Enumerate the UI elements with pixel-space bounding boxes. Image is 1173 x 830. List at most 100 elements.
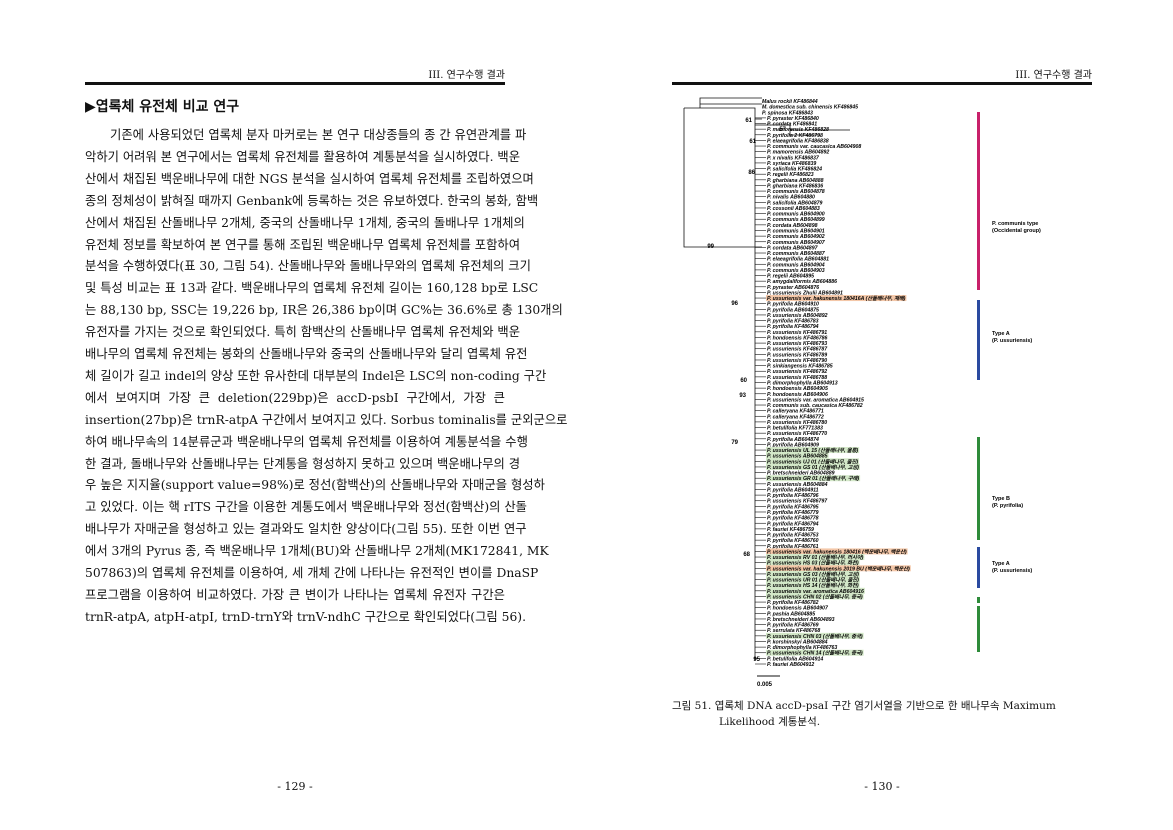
bootstrap-value: 79 xyxy=(731,440,738,446)
paragraph-line: 분석을 수행하였다(표 30, 그림 54). 산돌배나무와 돌배나무와의 엽록… xyxy=(85,259,531,274)
paragraph-line: 체 길이가 길고 indel의 양상 또한 유사한데 대부분의 Indel은 L… xyxy=(85,368,547,383)
bootstrap-value: 96 xyxy=(731,301,738,307)
leaf-label: P. ussuriensis AB604884 xyxy=(767,482,828,488)
leaf-label: P. regelii AB604895 xyxy=(767,274,814,280)
leaf-label: P. salicifolia AB604879 xyxy=(767,200,822,206)
leaf-label: P. pyrifolia KF486753 xyxy=(767,533,819,539)
leaf-label: P. calleryana KF486772 xyxy=(767,414,824,420)
leaf-label: P. dimorphophylla AB604913 xyxy=(767,381,838,387)
leaf-label: P. salicifolia KF486824 xyxy=(767,167,822,173)
leaf-label: P. ussuriensis var. hakunensis 2019 BU (… xyxy=(767,565,910,572)
leaf-label: P. gharbiana KF486836 xyxy=(767,183,823,189)
leaf-label: P. pyrifolia KF486796 xyxy=(767,493,819,499)
leaf-label: P. pashia AB604885 xyxy=(767,611,815,617)
leaf-label: P. calleryana KF486771 xyxy=(767,409,824,415)
leaf-label: P. cordata KF486841 xyxy=(767,122,817,128)
header: III. 연구수행 결과 xyxy=(428,70,505,81)
bootstrap-value: 61 xyxy=(745,118,752,124)
paragraph-line: 및 특성 비교는 표 13과 같다. 백운배나무의 엽록체 유전체 길이는 16… xyxy=(85,281,539,296)
leaf-label: P. x nivalis KF486837 xyxy=(767,155,820,161)
leaf-label: P. gharbiana AB604888 xyxy=(767,178,824,184)
leaf-label: P. pyrifolia KF486783 xyxy=(767,319,819,325)
leaf-label: P. pyrifolia AB604875 xyxy=(767,307,819,313)
group-bar xyxy=(977,437,980,540)
leaf-highlight xyxy=(766,463,860,470)
leaf-highlight xyxy=(766,593,864,600)
leaf-label: M. domestica sub. chinensis KF486845 xyxy=(762,105,858,111)
leaf-label: P. pyrifolia KF486779 xyxy=(767,510,819,516)
header: III. 연구수행 결과 xyxy=(1015,70,1092,81)
paragraph-line: 한 결과, 돌배나무와 산돌배나무는 단계통을 형성하지 못하고 있으며 백운배… xyxy=(85,456,521,471)
leaf-label: P. communis AB604887 xyxy=(767,251,826,257)
leaf-label: P. serrulata KF486768 xyxy=(767,628,820,634)
leaf-label: P. ussuriensis CHN 14 (산돌배나무, 중국) xyxy=(767,650,863,657)
paragraph-line: 기존에 사용되었던 엽록체 분자 마커로는 본 연구 대상종들의 종 간 유연관… xyxy=(110,128,527,142)
leaf-label: P. ussuriensis KF486788 xyxy=(767,375,827,381)
leaf-label: P. pyrifolia KF486769 xyxy=(767,623,819,629)
leaf-label: P. pyrifolia KF486782 xyxy=(767,600,819,606)
paragraph-line: 에서 보여지며 가장 큰 deletion(229bp)은 accD-psbI … xyxy=(85,390,505,405)
leaf-label: P. pyrifolia KF486778 xyxy=(767,516,819,522)
caption-line: Likelihood 계통분석. xyxy=(719,716,821,728)
page-number: - 129 - xyxy=(277,780,313,793)
leaf-label: P. communis sub. caucasica KF486782 xyxy=(767,403,863,409)
group-bar xyxy=(977,547,980,588)
leaf-label: P. ussuriensis HS 14 (산돌배나무, 화천) xyxy=(767,582,859,589)
leaf-label: P. regelii KF486823 xyxy=(767,172,814,178)
leaf-label: P. communis AB604902 xyxy=(767,234,825,240)
paragraph-line: 산에서 채집된 산돌배나무 2개체, 중국의 산돌배나무 1개체, 중국의 돌배… xyxy=(85,215,525,230)
leaf-label: P. ussuriensis UL 15 (산돌배나무, 울릉) xyxy=(767,447,858,454)
leaf-label: P. ussuriensis KF486787 xyxy=(767,347,828,353)
leaf-highlight xyxy=(766,447,860,454)
bootstrap-value: 86 xyxy=(748,170,755,176)
group-bar xyxy=(977,606,980,652)
leaf-label: P. communis AB604903 xyxy=(767,268,825,274)
leaf-label: P. mamorensis AB604892 xyxy=(767,150,829,156)
leaf-label: P. ussuriensis RV 01 (산돌배나무, 러시아) xyxy=(767,554,864,561)
leaf-label: P. betulifolia AB604914 xyxy=(767,656,823,662)
leaf-label: P. fauriei KF486759 xyxy=(767,527,814,533)
leaf-highlight xyxy=(766,632,864,639)
leaf-label: P. syriaca KF486839 xyxy=(767,161,816,167)
paragraph-line: 에서 3개의 Pyrus 종, 즉 백운배나무 1개체(BU)와 산돌배나무 2… xyxy=(85,544,549,559)
leaf-highlight xyxy=(766,587,865,594)
group-bar xyxy=(977,300,980,380)
paragraph-line: insertion(27bp)은 trnR-atpA 구간에서 보여지고 있다.… xyxy=(85,412,568,427)
leaf-label: P. ussuriensis HS 03 (산돌배나무, 화천) xyxy=(767,560,859,567)
paragraph-line: 하여 배나무속의 14분류군과 백운배나무의 엽록체 유전체를 이용하여 계통분… xyxy=(85,434,528,449)
leaf-highlight xyxy=(766,582,860,589)
leaf-label: P. ussuriensis GS 01 (산돌배나무, 고성) xyxy=(767,464,859,471)
leaf-label: P. korshinskyi AB604884 xyxy=(767,639,828,645)
leaf-label: P. betulifolia KF771383 xyxy=(767,426,823,432)
leaf-label: P. ussuriensis KF486792 xyxy=(767,369,827,375)
bootstrap-value: 61 xyxy=(749,139,756,145)
group-label: P. communis type (Occidental group) xyxy=(992,221,1041,234)
leaf-label: P. hondoensis AB604907 xyxy=(767,606,829,612)
leaf-label: P. ussuriensis UJ 01 (산돌배나무, 울진) xyxy=(767,458,858,465)
bootstrap-value: 93 xyxy=(739,393,746,399)
leaf-label: P. pyrifolia AB604911 xyxy=(767,487,819,493)
leaf-label: P. ussuriensis UR 01 (산돌배나무, 울진) xyxy=(767,577,859,584)
paragraph-line: 산에서 채집된 백운배나무에 대한 NGS 분석을 실시하여 엽록체 유전체를 … xyxy=(85,171,534,186)
leaf-label: P. ussuriensis var. hakunensis 180416A (… xyxy=(767,295,906,302)
leaf-label: P. elaeagrifolia KF486838 xyxy=(767,138,829,144)
leaf-label: P. ussuriensis GR 01 (산돌배나무, 구례) xyxy=(767,475,859,482)
leaf-label: P. nivalis AB604880 xyxy=(767,195,815,201)
leaf-label: P. hondoensis AB604905 xyxy=(767,386,828,392)
leaf-label: P. ussuriensis KF486780 xyxy=(767,420,827,426)
leaf-highlight xyxy=(766,548,908,555)
leaf-label: P. pyrifolia AB604909 xyxy=(767,442,819,448)
branch xyxy=(683,97,762,248)
branch xyxy=(754,119,850,660)
leaf-label: P. ussuriensis var. aromatica AB604916 xyxy=(767,589,864,595)
leaf-label: P. ussuriensis KF486797 xyxy=(767,499,828,505)
bootstrap-value: 68 xyxy=(743,552,750,558)
leaf-label: P. pyraster AB604876 xyxy=(767,285,819,291)
leaf-highlight xyxy=(766,576,860,583)
leaf-highlight xyxy=(766,649,864,656)
leaf-highlight xyxy=(766,554,865,561)
leaf-label: P. pyraster KF486840 xyxy=(767,116,819,122)
leaf-label: P. pyrifolia KF486761 xyxy=(767,544,819,550)
leaf-label: P. ussuriensis var. aromatica AB604915 xyxy=(767,397,864,403)
